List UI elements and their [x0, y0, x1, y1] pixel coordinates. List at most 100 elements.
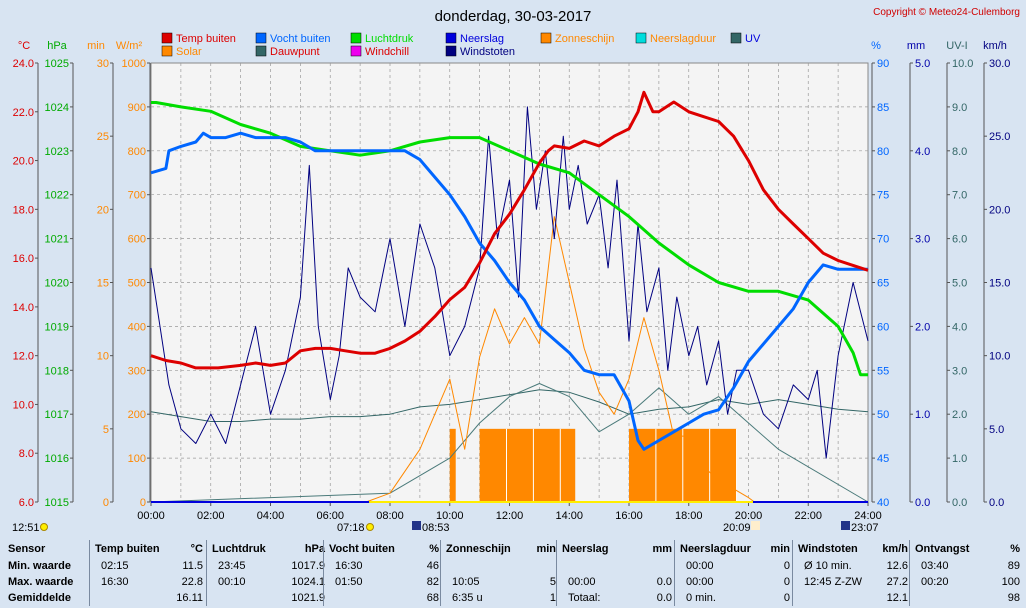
humidity-axis-tick: 65	[877, 278, 889, 290]
summary-value: 27.2	[886, 576, 908, 588]
legend-label: UV	[745, 33, 761, 45]
x-axis-label: 02:00	[197, 510, 225, 522]
x-axis-label: 10:00	[436, 510, 464, 522]
humidity-axis-tick: 85	[877, 102, 889, 114]
summary-col-unit: °C	[190, 543, 203, 555]
wind-axis-tick: 0.0	[989, 497, 1004, 509]
humidity-axis-tick: 60	[877, 321, 889, 333]
wind-axis-tick: 5.0	[989, 424, 1004, 436]
summary-value: 0	[783, 592, 790, 604]
summary-value: 82	[426, 576, 439, 588]
wind-axis-tick: 10.0	[989, 351, 1010, 363]
summary-time: 10:05	[452, 576, 480, 588]
solar-axis-unit: W/m²	[116, 40, 143, 52]
legend-swatch	[161, 45, 173, 57]
summary-col-unit: min	[770, 543, 790, 555]
humidity-line	[150, 131, 868, 451]
sunshine-bar	[479, 428, 576, 502]
summary-time: 00:00	[568, 576, 596, 588]
solar-axis-tick: 400	[128, 321, 146, 333]
humidity-axis-tick: 50	[877, 409, 889, 421]
wind-axis-tick: 25.0	[989, 131, 1010, 143]
temp-axis-tick: 12.0	[13, 351, 34, 363]
summary-value: 1	[549, 592, 556, 604]
minutes-axis-tick: 15	[97, 278, 109, 290]
summary-time: 02:15	[101, 560, 129, 572]
summary-value: 46	[426, 560, 439, 572]
summary-row-label: Min. waarde	[8, 560, 71, 572]
summary-value: 1024.1	[291, 576, 325, 588]
legend-label: Solar	[176, 46, 202, 58]
temp-axis-tick: 14.0	[13, 302, 34, 314]
pressure-axis-tick: 1015	[45, 497, 69, 509]
summary-col-header: Windstoten	[798, 543, 858, 555]
solar-axis-tick: 0	[140, 497, 146, 509]
x-axis-label: 00:00	[137, 510, 165, 522]
summary-divider	[674, 540, 675, 606]
summary-time: 0 min.	[686, 592, 716, 604]
x-axis-label: 20:00	[735, 510, 763, 522]
sun-icon	[366, 523, 374, 531]
uv-axis-tick: 8.0	[952, 146, 967, 158]
sunshine-bar	[449, 428, 456, 502]
x-axis-label: 04:00	[257, 510, 285, 522]
temp-axis-tick: 18.0	[13, 204, 34, 216]
wind-axis-unit: km/h	[983, 40, 1007, 52]
summary-col-unit: hPa	[304, 543, 325, 555]
pressure-axis-tick: 1024	[45, 102, 69, 114]
pressure-axis-tick: 1022	[45, 190, 69, 202]
rain-axis-tick: 3.0	[915, 234, 930, 246]
pressure-axis-tick: 1018	[45, 365, 69, 377]
humidity-axis-tick: 90	[877, 58, 889, 70]
summary-col-unit: %	[429, 543, 439, 555]
summary-row-label: Gemiddelde	[8, 592, 71, 604]
temp-axis-tick: 6.0	[19, 497, 34, 509]
moonrise-icon	[412, 521, 421, 530]
summary-time: 00:10	[218, 576, 246, 588]
rain-axis-tick: 4.0	[915, 146, 930, 158]
summary-time: 00:20	[921, 576, 949, 588]
humidity-axis-tick: 40	[877, 497, 889, 509]
summary-value: 0	[783, 576, 790, 588]
solar-axis-tick: 800	[128, 146, 146, 158]
summary-divider	[556, 540, 557, 606]
legend-swatch	[350, 45, 362, 57]
legend-label: Neerslagduur	[650, 33, 716, 45]
legend-label: Neerslag	[460, 33, 504, 45]
summary-col-header: Neerslag	[562, 543, 609, 555]
humidity-axis-unit: %	[871, 40, 881, 52]
moonrise-time: 08:53	[422, 522, 450, 534]
summary-value: 1017.9	[291, 560, 325, 572]
x-axis-label: 16:00	[615, 510, 643, 522]
solar-axis-tick: 200	[128, 409, 146, 421]
minutes-axis-tick: 30	[97, 58, 109, 70]
legend-swatch	[255, 32, 267, 44]
solar-axis-tick: 900	[128, 102, 146, 114]
temp-axis-tick: 8.0	[19, 448, 34, 460]
uv-axis-tick: 4.0	[952, 321, 967, 333]
minutes-axis-unit: min	[87, 40, 105, 52]
rain-axis-tick: 0.0	[915, 497, 930, 509]
summary-divider	[440, 540, 441, 606]
pressure-axis-tick: 1019	[45, 321, 69, 333]
uv-axis-tick: 6.0	[952, 234, 967, 246]
summary-col-unit: km/h	[882, 543, 908, 555]
copyright: Copyright © Meteo24-Culemborg	[873, 7, 1020, 18]
legend-label: Zonneschijn	[555, 33, 614, 45]
rain-axis-unit: mm	[907, 40, 925, 52]
minutes-axis-tick: 0	[103, 497, 109, 509]
summary-value: 89	[1007, 560, 1020, 572]
dewpoint-line	[150, 389, 869, 422]
wind-axis-tick: 15.0	[989, 278, 1010, 290]
rain-axis-tick: 1.0	[915, 409, 930, 421]
uv-axis-tick: 3.0	[952, 365, 967, 377]
wind-axis-tick: 30.0	[989, 58, 1010, 70]
solar-axis-tick: 600	[128, 234, 146, 246]
solar-axis-tick: 1000	[122, 58, 146, 70]
solar-axis-tick: 300	[128, 365, 146, 377]
summary-time: 01:50	[335, 576, 363, 588]
summary-value: 12.1	[886, 592, 908, 604]
legend-swatch	[730, 32, 742, 44]
temp-axis-unit: °C	[18, 40, 30, 52]
summary-col-header: Neerslagduur	[680, 543, 751, 555]
